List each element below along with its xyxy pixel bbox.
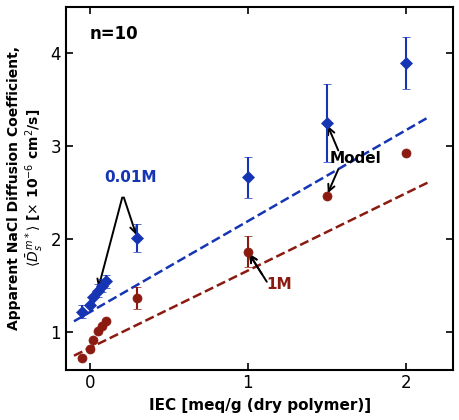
Text: 0.01M: 0.01M xyxy=(104,170,156,185)
X-axis label: IEC [meq/g (dry polymer)]: IEC [meq/g (dry polymer)] xyxy=(148,398,370,413)
Text: Model: Model xyxy=(329,151,381,166)
Text: n=10: n=10 xyxy=(89,25,138,43)
Text: 1M: 1M xyxy=(266,277,291,292)
Y-axis label: Apparent NaCl Diffusion Coefficient,
$\langle\bar{D}_s^{\,m*}\rangle$ [$\times$ : Apparent NaCl Diffusion Coefficient, $\l… xyxy=(7,46,46,330)
